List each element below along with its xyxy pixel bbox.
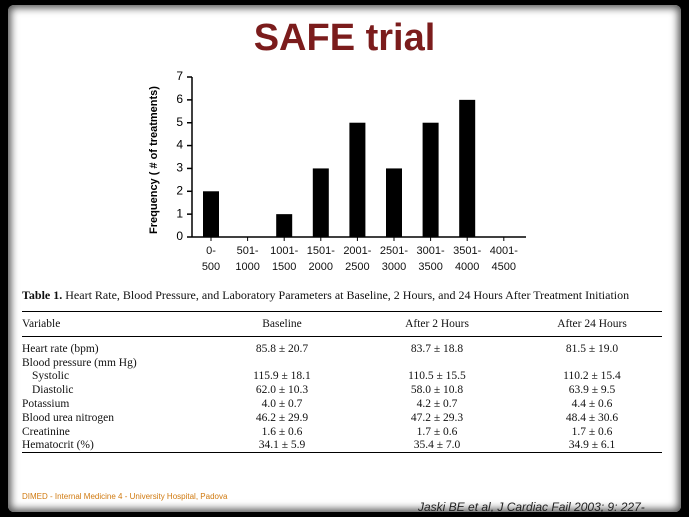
table-cell: Creatinine [22, 425, 70, 438]
table-row: Systolic 115.9 ± 18.1 110.5 ± 15.5 110.2 ± … [22, 370, 662, 384]
x-tick-label: 2001- 2500 [343, 245, 372, 273]
footer: DIMED - Internal Medicine 4 - University… [22, 492, 228, 501]
table-cell: Blood urea nitrogen [22, 411, 114, 424]
table-cell: Heart rate (bpm) [22, 342, 99, 355]
table-cell: 48.4 ± 30.6 [565, 411, 619, 424]
caption-text: Heart Rate, Blood Pressure, and Laborato… [65, 288, 630, 302]
table-cell: 34.1 ± 5.9 [258, 439, 306, 452]
table-cell: 1.7 ± 0.6 [416, 425, 458, 438]
x-tick-label: 1501- 2000 [306, 245, 335, 273]
table-row: Heart rate (bpm) 85.8 ± 20.7 83.7 ± 18.8 81… [22, 337, 662, 356]
x-tick-label: 3501- 4000 [453, 245, 482, 273]
table-cell: Hematocrit (%) [22, 439, 94, 452]
table-cell: Systolic [32, 370, 70, 383]
y-tick-label: 7 [176, 69, 183, 83]
table-cell: 110.2 ± 15.4 [563, 370, 621, 383]
table-cell: Potassium [22, 398, 70, 411]
table-row: Diastolic 62.0 ± 10.3 58.0 ± 10.8 63.9 ± 9.… [22, 383, 662, 397]
table-cell: 81.5 ± 19.0 [565, 342, 619, 355]
header-cell: Baseline [212, 311, 352, 337]
bar [312, 168, 329, 237]
y-axis-label: Frequency ( # of treatments) [148, 86, 160, 234]
x-tick-label: 4001- 4500 [489, 245, 518, 273]
y-tick-label: 3 [176, 161, 183, 175]
table-cell: 110.5 ± 15.5 [408, 370, 466, 383]
bar [276, 214, 293, 237]
y-tick-label: 2 [176, 183, 183, 197]
table-cell: 34.9 ± 6.1 [568, 439, 616, 452]
table-cell: 35.4 ± 7.0 [413, 439, 461, 452]
table-cell: 62.0 ± 10.3 [255, 384, 309, 397]
header-cell: Variable [22, 311, 212, 337]
table-cell: 47.2 ± 29.3 [410, 411, 464, 424]
table-cell: 115.9 ± 18.1 [253, 370, 311, 383]
table-cell: 46.2 ± 29.9 [255, 411, 309, 424]
table-cell: 1.6 ± 0.6 [261, 425, 303, 438]
table-cell: 4.4 ± 0.6 [571, 398, 613, 411]
y-tick-label: 1 [176, 206, 183, 220]
x-tick-label: 2501- 3000 [379, 245, 409, 273]
bar [203, 191, 219, 237]
table-row: Creatinine 1.6 ± 0.6 1.7 ± 0.6 1.7 ± 0.6 [22, 425, 662, 439]
table-block: Table 1. Heart Rate, Blood Pressure, and… [22, 288, 672, 454]
table-cell: 85.8 ± 20.7 [255, 342, 309, 355]
table-cell: Blood pressure (mm Hg) [22, 356, 137, 369]
header-row: Variable Baseline After 2 Hours After 24… [22, 311, 662, 337]
header-cell: After 2 Hours [352, 311, 522, 337]
table-cell: 58.0 ± 10.8 [410, 384, 464, 397]
slide-title: SAFE trial [253, 17, 436, 59]
table-cell: 63.9 ± 9.5 [568, 384, 616, 397]
x-tick-label: 3001- 3500 [416, 245, 445, 273]
table-row: Blood pressure (mm Hg) [22, 356, 662, 370]
y-tick-label: 5 [176, 115, 183, 129]
slide: SAFE trial Frequency ( # of treatments) … [8, 5, 681, 512]
table-row: Potassium 4.0 ± 0.7 4.2 ± 0.7 4.4 ± 0.6 [22, 397, 662, 411]
bar [422, 122, 439, 237]
x-tick-label: 501- 1000 [235, 245, 260, 273]
table-cell: 4.2 ± 0.7 [416, 398, 458, 411]
bar [459, 99, 476, 237]
chart: Frequency ( # of treatments) 0 1 2 3 4 5 6 7 [148, 69, 526, 243]
citation: Jaski BE et al, J Cardiac Fail 2003; 9: … [418, 500, 645, 512]
x-tick-label: 0- 500 [201, 245, 221, 273]
y-tick-label: 6 [176, 92, 183, 106]
table-row: Hematocrit (%) 34.1 ± 5.9 35.4 ± 7.0 34.9 ±… [22, 439, 662, 453]
bar [349, 122, 366, 237]
table-cell: 83.7 ± 18.8 [410, 342, 464, 355]
y-tick-label: 0 [176, 229, 183, 243]
table-cell: Diastolic [32, 384, 74, 397]
table-cell: 4.0 ± 0.7 [261, 398, 303, 411]
caption-label: Table 1. [22, 288, 63, 302]
table-caption: Table 1. Heart Rate, Blood Pressure, and… [22, 288, 672, 303]
header-cell: After 24 Hours [522, 311, 662, 337]
x-tick-label: 1001- 1500 [270, 245, 299, 273]
y-tick-label: 4 [176, 138, 183, 152]
table-cell: 1.7 ± 0.6 [571, 425, 613, 438]
table-row: Blood urea nitrogen 46.2 ± 29.9 47.2 ± 29.… [22, 411, 662, 425]
bar [386, 168, 402, 237]
table: Variable Baseline After 2 Hours After 24… [22, 311, 662, 454]
